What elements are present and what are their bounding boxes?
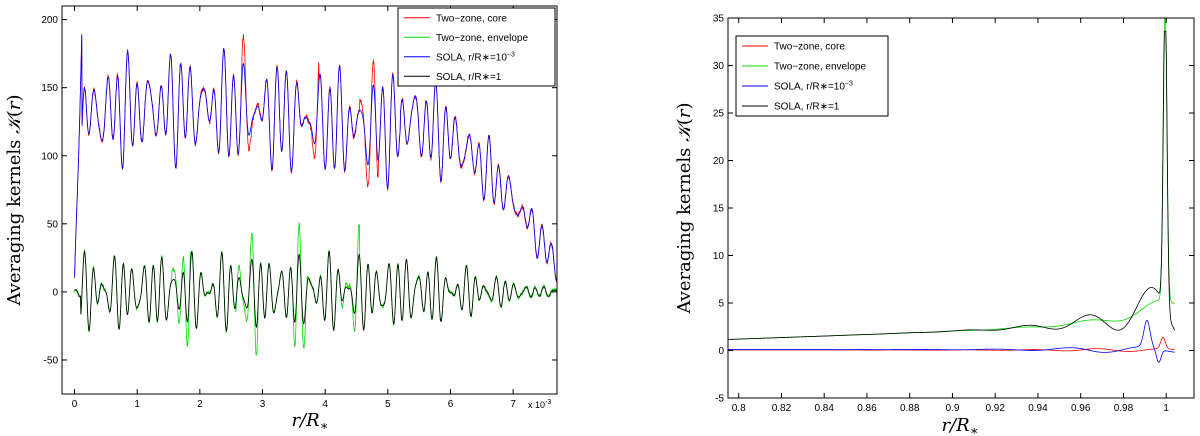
right-legend-label-main: Two−zone, envelope — [774, 62, 866, 73]
left-legend-label: Two−zone, envelope — [436, 33, 528, 44]
left-panel: 0 1 2 3 4 5 6 7 -50 0 50 100 150 200 r/R∗ Averaging k… — [4, 5, 558, 434]
right-legend-label: Two−zone, core — [774, 42, 845, 53]
left-y-tick-label: -50 — [44, 355, 59, 366]
right-x-tick-label: 0.82 — [772, 403, 792, 414]
left-legend-label: Two−zone, core — [436, 13, 507, 24]
right-y-tick-label: 0 — [718, 346, 724, 357]
right-x-tick-label: 0.96 — [1071, 403, 1091, 414]
left-legend-label-main: SOLA, r/R∗=10 — [436, 52, 507, 63]
left-legend-label-main: Two−zone, core — [436, 13, 507, 24]
right-series-sola-surface-line — [728, 30, 1176, 340]
left-x-tick-label: 1 — [134, 399, 140, 410]
left-x-tick-label: 7 — [510, 399, 516, 410]
right-x-tick-label: 0.84 — [814, 403, 834, 414]
left-y-tick-label: 50 — [47, 219, 59, 230]
left-legend-label-main: SOLA, r/R∗=1 — [436, 72, 502, 83]
right-plot-frame — [727, 17, 1195, 399]
right-x-tick-label: 1 — [1163, 403, 1169, 414]
left-x-tick-label: 0 — [72, 399, 78, 410]
right-legend-label: SOLA, r/R∗=1 — [774, 102, 840, 113]
left-legend-label: SOLA, r/R∗=1 — [436, 72, 502, 83]
right-x-tick-label: 0.8 — [732, 403, 746, 414]
right-x-tick-label: 0.88 — [900, 403, 920, 414]
right-x-tick-label: 0.9 — [945, 403, 959, 414]
right-legend-label-main: SOLA, r/R∗=1 — [774, 102, 840, 113]
right-x-tick-label: 0.92 — [985, 403, 1005, 414]
right-ticks: 0.8 0.82 0.84 0.86 0.88 0.9 0.92 0.94 0.96 0.98 1 -… — [713, 14, 1194, 414]
left-y-tick-label: 100 — [41, 151, 58, 162]
right-x-tick-label: 0.94 — [1028, 403, 1048, 414]
left-x-multiplier-exp: -3 — [545, 399, 551, 406]
left-legend-label-sup: −3 — [507, 51, 515, 58]
left-x-tick-label: 2 — [197, 399, 203, 410]
right-y-tick-label: 5 — [718, 299, 724, 310]
right-y-tick-label: 20 — [713, 156, 725, 167]
left-x-tick-label: 4 — [322, 399, 328, 410]
left-y-tick-label: 200 — [41, 15, 58, 26]
right-legend-label: Two−zone, envelope — [774, 62, 866, 73]
right-x-tick-label: 0.98 — [1114, 403, 1134, 414]
right-y-tick-label: 35 — [713, 14, 725, 25]
right-y-tick-label: -5 — [715, 394, 724, 405]
right-legend-label-main: SOLA, r/R∗=10 — [774, 82, 845, 93]
left-series-sola-surface-line — [74, 250, 557, 332]
left-legend: Two−zone, core Two−zone, envelope SOLA, r/… — [397, 7, 556, 87]
left-series-sola-core-line — [74, 34, 557, 282]
left-y-tick-label: 150 — [41, 83, 58, 94]
right-y-axis-label: Averaging kernels 𝒦(r) — [674, 102, 695, 314]
left-x-multiplier: x 10-3 — [528, 399, 551, 410]
left-legend-label-main: Two−zone, envelope — [436, 33, 528, 44]
right-curves — [728, 18, 1176, 363]
right-legend: Two−zone, core Two−zone, envelope SOLA, r/… — [735, 35, 889, 117]
right-series-sola-core-line — [728, 319, 1175, 363]
left-legend-label: SOLA, r/R∗=10−3 — [436, 51, 515, 63]
left-legend-box — [397, 7, 556, 87]
left-x-axis-label: r/R∗ — [291, 410, 328, 434]
left-x-tick-label: 5 — [385, 399, 391, 410]
right-x-tick-label: 0.86 — [857, 403, 877, 414]
left-x-tick-label: 6 — [448, 399, 454, 410]
left-plot-frame — [61, 5, 558, 395]
right-legend-label: SOLA, r/R∗=10−3 — [774, 81, 853, 93]
left-curves — [74, 33, 557, 356]
right-legend-label-sup: −3 — [845, 81, 853, 88]
right-panel: 0.8 0.82 0.84 0.86 0.88 0.9 0.92 0.94 0.96 0.98 1 -… — [674, 14, 1195, 436]
left-y-tick-label: 0 — [52, 287, 58, 298]
left-x-multiplier-base: x 10 — [528, 400, 545, 410]
right-y-tick-label: 25 — [713, 109, 725, 120]
right-legend-label-main: Two−zone, core — [774, 42, 845, 53]
right-y-tick-label: 30 — [713, 61, 725, 72]
left-y-axis-label: Averaging kernels 𝒦(r) — [4, 94, 25, 306]
right-x-axis-label: r/R∗ — [941, 415, 978, 436]
right-y-tick-label: 15 — [713, 204, 725, 215]
right-y-tick-label: 10 — [713, 251, 725, 262]
left-x-tick-label: 3 — [260, 399, 266, 410]
right-legend-box — [735, 35, 889, 117]
